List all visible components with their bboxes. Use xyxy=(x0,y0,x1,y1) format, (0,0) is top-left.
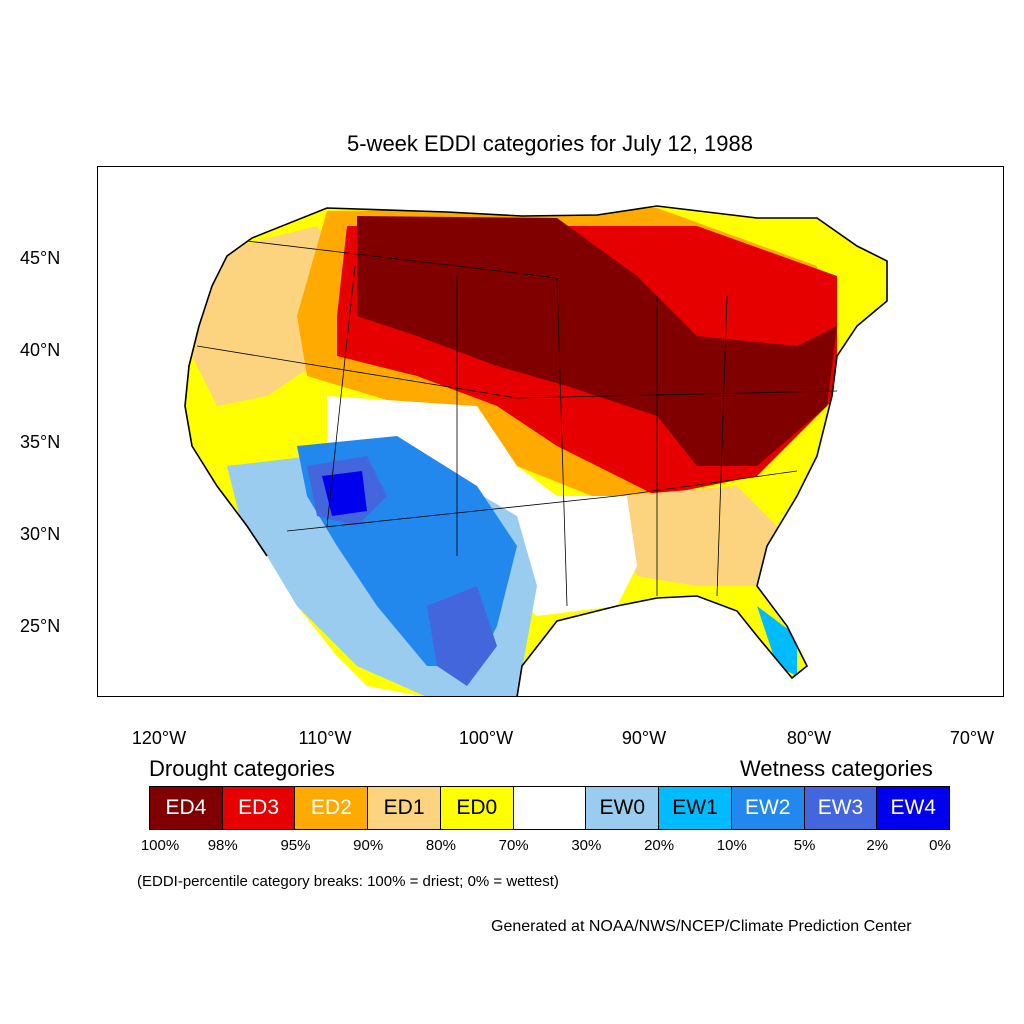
legend-box-ed1: ED1 xyxy=(367,786,441,830)
break-label: 20% xyxy=(644,837,675,854)
lon-label-90: 90°W xyxy=(621,728,667,748)
lat-label-30: 30°N xyxy=(20,524,61,544)
break-label: 10% xyxy=(716,837,747,854)
break-label: 70% xyxy=(498,837,529,854)
break-label: 0% xyxy=(929,837,951,854)
category-legend: ED4 ED3 ED2 ED1 ED0 EW0 EW1 EW2 EW3 EW4 xyxy=(149,786,951,830)
lat-label-25: 25°N xyxy=(20,616,61,636)
break-label: 30% xyxy=(571,837,602,854)
wetness-heading: Wetness categories xyxy=(740,756,933,781)
lat-label-35: 35°N xyxy=(20,432,61,452)
legend-box-normal xyxy=(512,786,587,830)
lon-label-80: 80°W xyxy=(786,728,832,748)
legend-box-ew4: EW4 xyxy=(876,786,951,830)
credit-line: Generated at NOAA/NWS/NCEP/Climate Predi… xyxy=(491,918,912,935)
break-label: 80% xyxy=(425,837,456,854)
legend-box-ed2: ED2 xyxy=(294,786,369,830)
map-title: 5-week EDDI categories for July 12, 1988 xyxy=(347,131,753,156)
ew4-core xyxy=(322,471,367,516)
state-borders xyxy=(196,240,838,607)
legend-box-ew0: EW0 xyxy=(585,786,660,830)
break-label: 95% xyxy=(280,837,311,854)
coastlines xyxy=(184,205,888,697)
break-label: 5% xyxy=(793,837,816,854)
legend-box-ew1: EW1 xyxy=(658,786,732,830)
ew1-florida xyxy=(757,606,797,676)
legend-box-ed4: ED4 xyxy=(149,786,223,830)
legend-box-ew3: EW3 xyxy=(803,786,878,830)
lat-label-40: 40°N xyxy=(20,340,61,360)
category-fields xyxy=(185,206,887,697)
eddi-map xyxy=(97,166,1004,697)
legend-box-ew2: EW2 xyxy=(730,786,805,830)
break-label: 90% xyxy=(353,837,384,854)
legend-note: (EDDI-percentile category breaks: 100% =… xyxy=(137,873,559,890)
ed4-north xyxy=(357,216,837,466)
lat-label-45: 45°N xyxy=(20,248,61,268)
ew3-patches xyxy=(307,456,497,686)
ed1-southeast xyxy=(617,486,797,586)
lon-label-100: 100°W xyxy=(458,728,514,748)
break-label: 2% xyxy=(866,837,889,854)
lon-label-110: 110°W xyxy=(298,728,352,748)
lon-label-70: 70°W xyxy=(949,728,995,748)
drought-heading: Drought categories xyxy=(149,756,335,781)
break-label: 98% xyxy=(207,837,238,854)
lon-label-120: 120°W xyxy=(131,728,187,748)
legend-box-ed3: ED3 xyxy=(221,786,296,830)
break-label: 100% xyxy=(140,837,180,854)
legend-box-ed0: ED0 xyxy=(439,786,514,830)
